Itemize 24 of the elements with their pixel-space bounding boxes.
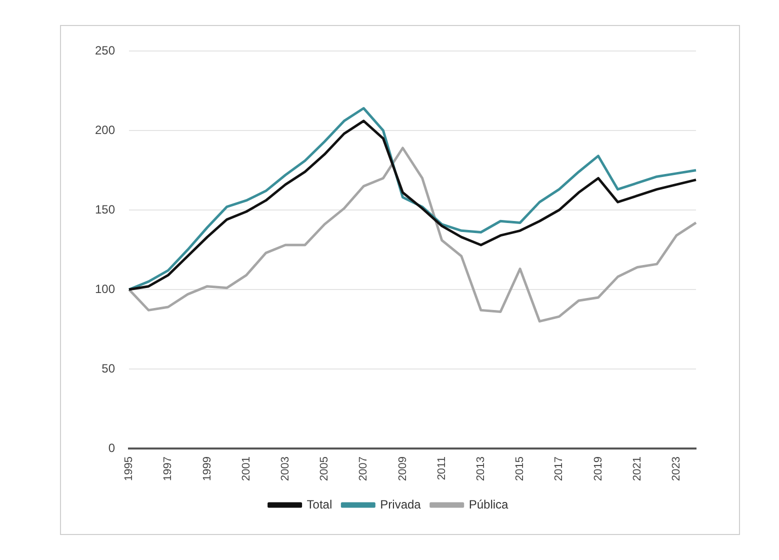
x-tick-label: 2009 bbox=[396, 456, 409, 482]
x-tick-label: 1997 bbox=[162, 456, 174, 482]
y-tick-label: 0 bbox=[108, 440, 116, 455]
y-tick-label: 100 bbox=[94, 282, 116, 296]
x-tick-label: 2021 bbox=[631, 456, 644, 482]
x-tick-label: 2019 bbox=[592, 456, 604, 482]
y-tick-label: 150 bbox=[94, 202, 116, 216]
x-tick-label: 1999 bbox=[201, 456, 214, 482]
y-tick-label: 250 bbox=[94, 43, 116, 58]
legend-label: Privada bbox=[380, 497, 422, 512]
x-tick-label: 2003 bbox=[279, 456, 292, 482]
y-tick-label: 200 bbox=[94, 122, 116, 137]
x-tick-label: 2023 bbox=[670, 456, 682, 482]
x-tick-label: 2011 bbox=[436, 456, 448, 480]
x-tick-label: 2001 bbox=[240, 456, 252, 482]
x-tick-label: 2017 bbox=[553, 456, 566, 482]
legend-label: Pública bbox=[468, 497, 509, 512]
x-tick-label: 2013 bbox=[474, 456, 487, 482]
x-tick-label: 2007 bbox=[358, 456, 370, 482]
x-tick-label: 2005 bbox=[318, 456, 331, 482]
x-tick-label: 2015 bbox=[514, 456, 526, 482]
y-tick-label: 50 bbox=[102, 361, 116, 376]
legend-label: Total bbox=[306, 497, 332, 512]
x-tick-label: 1995 bbox=[123, 456, 136, 482]
